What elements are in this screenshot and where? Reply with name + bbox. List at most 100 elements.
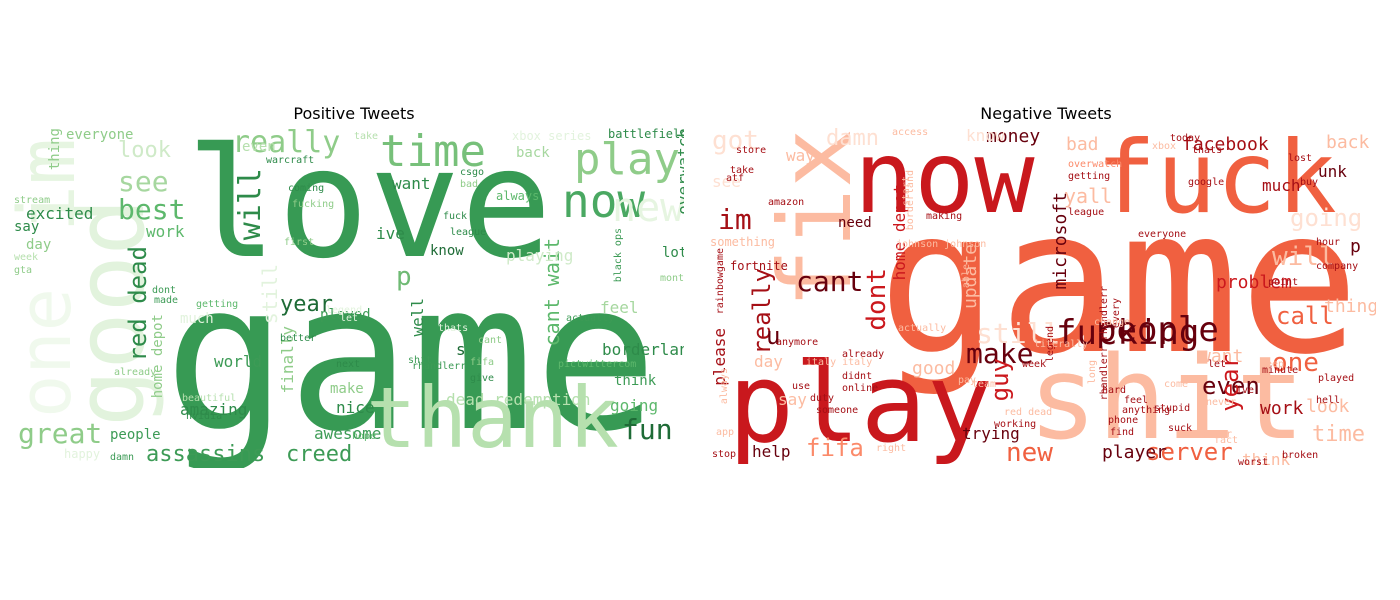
negative-word-literally: literally (1034, 339, 1089, 350)
positive-word-day: day (26, 237, 52, 253)
positive-word-amazing: amazing (180, 400, 248, 419)
negative-word-fact: fact (1214, 435, 1239, 446)
negative-word-stupid: stupid (1154, 403, 1191, 414)
positive-word-work: work (146, 222, 185, 241)
positive-word-dead-redemption: dead redemption (446, 390, 591, 409)
negative-word-amazon: amazon (768, 197, 805, 208)
negative-word-getting: getting (1068, 171, 1111, 182)
positive-word-fucking: fucking (292, 199, 335, 210)
positive-word-playing: playing (506, 246, 574, 265)
negative-word-pay: pay (958, 375, 977, 386)
positive-word-everyone: everyone (66, 128, 134, 143)
negative-word-better: better (1196, 429, 1233, 440)
positive-word-overwatch: overwatch (674, 128, 684, 215)
positive-word-beautiful: beautiful (182, 393, 237, 404)
positive-word-fifa: fifa (470, 357, 495, 368)
negative-word-game: game (878, 166, 1360, 399)
positive-word-warcraft: warcraft (266, 155, 315, 166)
negative-word-cant: cant (796, 265, 864, 298)
positive-word-csgo: csgo (460, 167, 485, 178)
negative-word-hell: hell (1316, 395, 1341, 406)
negative-word-played: played (1318, 373, 1355, 384)
positive-word-next: next (336, 359, 361, 370)
negative-word-problem: problem (1216, 272, 1292, 293)
negative-word-team: team (972, 379, 997, 390)
positive-word-make: make (330, 381, 364, 397)
negative-word-app: app (716, 427, 735, 438)
positive-word-take: take (354, 131, 379, 142)
negative-word-damn: damn (826, 128, 879, 151)
positive-word-month: month (660, 273, 684, 284)
negative-word-already: already (842, 349, 885, 360)
positive-word-let: let (340, 313, 359, 324)
negative-word-cloud: game now fuck play shit fix people fucking make i… (706, 128, 1376, 468)
positive-word-shit: shit (408, 355, 433, 366)
negative-word-thats: thats (1192, 145, 1223, 156)
positive-word-now: now (562, 174, 646, 228)
positive-word-rhandlerr: rhandlerr (412, 361, 467, 372)
negative-word-access: access (892, 128, 929, 138)
positive-word-better: better (280, 333, 317, 344)
negative-word-look: look (1306, 396, 1350, 417)
negative-word-someone: someone (816, 405, 859, 416)
negative-word-lost: lost (1288, 153, 1313, 164)
negative-word-today: today (1170, 133, 1201, 144)
negative-word-dont: dont (862, 268, 892, 331)
negative-word-actually: actually (898, 323, 947, 334)
negative-word-something: something (710, 235, 776, 249)
positive-word-thing: thing (47, 128, 63, 171)
negative-word-new: new (1006, 438, 1053, 468)
negative-word-play: play (728, 339, 993, 467)
positive-word-s: s (456, 340, 466, 359)
negative-word-much: much (1262, 176, 1301, 195)
negative-word-rainbowgame: rainbowgame (715, 248, 726, 315)
negative-word-atf: atf (726, 173, 745, 184)
negative-word-will: will (1272, 242, 1335, 272)
positive-word-lot: lot (662, 245, 684, 261)
negative-word-day: day (754, 352, 783, 371)
negative-word-red-dead: red dead (1004, 407, 1053, 418)
positive-word-home-depot: home depot (150, 314, 166, 399)
positive-word-excited: excited (26, 204, 94, 223)
positive-word-feel: feel (600, 298, 639, 317)
positive-word-even: even (242, 139, 276, 155)
negative-word-store: store (736, 145, 767, 156)
negative-word-even: even (1202, 372, 1260, 400)
negative-word-let: let (1208, 359, 1227, 370)
negative-word-money: money (986, 128, 1041, 147)
negative-word-take: take (730, 165, 755, 176)
negative-word-p: p (1350, 236, 1361, 257)
positive-word-fun: fun (622, 413, 673, 446)
negative-word-italy-italy: italy italy (806, 357, 873, 368)
negative-word-u: u (766, 322, 781, 350)
negative-word-think: think (1242, 450, 1291, 468)
negative-word-bad: bad (1066, 134, 1099, 155)
positive-word-borderland: borderland (602, 340, 684, 359)
positive-word-love: love (186, 128, 553, 292)
positive-word-say: say (14, 219, 40, 235)
negative-word-use: use (792, 381, 811, 392)
positive-word-look: look (118, 138, 171, 163)
negative-word-people: people (1096, 310, 1219, 350)
negative-word-company: company (1316, 261, 1359, 272)
positive-word-thats: thats (438, 323, 469, 334)
negative-word-keep: keep (1260, 359, 1285, 370)
negative-word-player: player (1102, 442, 1168, 463)
negative-word-time: time (1312, 422, 1365, 447)
negative-word-didnt: didnt (842, 371, 873, 382)
positive-word-play: play (574, 134, 680, 185)
positive-word-league: league (450, 227, 487, 238)
positive-word-great: great (18, 417, 103, 450)
negative-word-right: right (876, 443, 907, 454)
negative-word-fifa: fifa (806, 434, 864, 462)
negative-word-back: back (1326, 132, 1370, 153)
positive-word-pictwittercom: pictwittercom (558, 359, 637, 370)
negative-word-way: way (786, 146, 815, 165)
negative-word-duty: duty (810, 393, 835, 404)
negative-word-feel: feel (1124, 395, 1149, 406)
negative-word-fortnite: fortnite (730, 259, 788, 273)
positive-word-always: always (496, 189, 540, 203)
positive-word-best: best (118, 193, 186, 226)
negative-word-come: come (1164, 379, 1189, 390)
negative-word-still: still (976, 317, 1061, 350)
